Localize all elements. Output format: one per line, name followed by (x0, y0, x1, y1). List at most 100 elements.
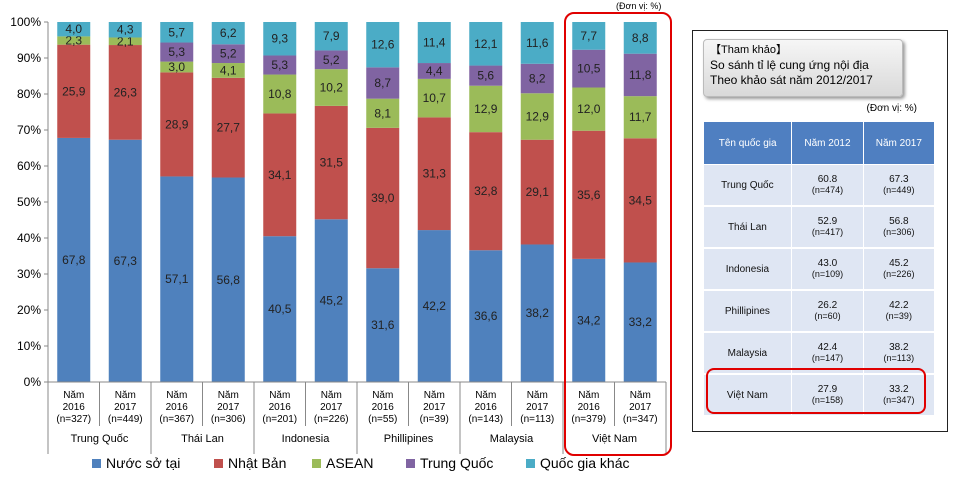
data-label: 42,2 (423, 299, 447, 313)
bar-segment (160, 61, 194, 73)
bar-segment (57, 137, 91, 382)
value-text: 42.4 (817, 342, 838, 353)
value-text: 27.9 (817, 384, 838, 395)
data-label: 31,3 (423, 167, 447, 181)
x-category-label: 2016 (578, 402, 601, 413)
legend-swatch (92, 459, 101, 468)
x-category-label: (n=55) (368, 414, 397, 425)
data-label: 6,2 (220, 26, 237, 40)
value-cell: 45.2 (n=226) (863, 248, 936, 291)
y-tick-label: 60% (17, 159, 41, 173)
sample-size-text: (n=449) (883, 185, 915, 195)
x-category-label: Năm (321, 390, 342, 401)
value-text: 26.2 (817, 300, 838, 311)
data-label: 5,2 (323, 53, 340, 67)
bar-segment (366, 127, 400, 269)
bar-segment (211, 63, 245, 78)
data-label: 31,6 (371, 318, 395, 332)
reference-title-line1: So sánh tỉ lệ cung ứng nội địa (710, 58, 869, 72)
bar-segment (57, 44, 91, 138)
data-label: 26,3 (114, 85, 138, 99)
data-label: 12,6 (371, 38, 395, 52)
data-label: 11,8 (629, 68, 652, 82)
legend-label: Nước sở tại (106, 455, 180, 471)
group-label: Thái Lan (181, 433, 224, 445)
x-category-label: 2016 (269, 402, 292, 413)
bar-segment (57, 36, 91, 45)
y-tick-label: 70% (17, 123, 41, 137)
data-label: 5,6 (477, 69, 494, 83)
bar-segment (623, 96, 657, 139)
chart-unit-note: (Đơn vị: %) (616, 1, 662, 11)
data-label: 2,3 (65, 34, 82, 48)
legend-swatch (312, 459, 321, 468)
bar-segment (160, 22, 194, 43)
y-tick-label: 10% (17, 339, 41, 353)
x-category-label: (n=327) (56, 414, 91, 425)
x-category-label: (n=306) (211, 414, 246, 425)
header-2017: Năm 2017 (862, 121, 936, 165)
data-label: 5,7 (168, 25, 185, 39)
sample-size-text: (n=474) (811, 185, 844, 195)
bar-segment (160, 176, 194, 382)
bar-segment (520, 244, 554, 382)
bar-segment (623, 138, 657, 263)
reference-panel: 【Tham khảo】 So sánh tỉ lệ cung ứng nội đ… (692, 30, 948, 432)
bar-segment (366, 268, 400, 382)
country-cell: Indonesia (703, 248, 793, 291)
bar-segment (314, 50, 348, 70)
x-category-label: (n=379) (571, 414, 606, 425)
bar-segment (263, 236, 297, 382)
bar-segment (314, 105, 348, 220)
value-text: 38.2 (889, 342, 909, 353)
x-category-label: 2017 (526, 402, 549, 413)
data-label: 2,1 (117, 34, 134, 48)
y-tick-label: 30% (17, 267, 41, 281)
x-category-label: 2017 (423, 402, 446, 413)
x-category-label: 2016 (475, 402, 498, 413)
data-label: 35,6 (577, 188, 601, 202)
bar-segment (366, 67, 400, 99)
x-category-label: Năm (527, 390, 548, 401)
data-label: 3,0 (168, 60, 185, 74)
x-category-label: (n=449) (108, 414, 143, 425)
country-cell: Việt Nam (703, 374, 793, 417)
reference-title-line2: Theo khảo sát năm 2012/2017 (710, 73, 873, 87)
data-label: 67,8 (62, 253, 86, 267)
vietnam-row-highlight (706, 368, 926, 414)
x-category-label: 2016 (63, 402, 86, 413)
data-label: 38,2 (526, 306, 550, 320)
bar-segment (572, 22, 606, 50)
value-cell: 42.2 (n=39) (863, 290, 936, 333)
bar-segment (469, 65, 503, 86)
data-label: 7,7 (580, 29, 597, 43)
y-tick-label: 80% (17, 87, 41, 101)
data-label: 8,8 (632, 31, 649, 45)
sample-size-text: (n=147) (811, 353, 844, 363)
sample-size-text: (n=417) (811, 227, 844, 237)
data-label: 12,9 (526, 110, 550, 124)
data-label: 40,5 (268, 302, 292, 316)
value-text: 52.9 (817, 216, 838, 227)
x-category-label: 2017 (320, 402, 343, 413)
data-label: 8,2 (529, 72, 546, 86)
bar-segment (314, 69, 348, 106)
header-country: Tên quốc gia (702, 121, 793, 165)
bar-segment (314, 219, 348, 382)
bar-segment (263, 113, 297, 237)
bar-segment (417, 22, 451, 64)
bar-segment (108, 139, 142, 382)
bar-segment (572, 87, 606, 131)
reference-unit: (Đơn vị: %) (866, 103, 917, 114)
x-category-label: 2016 (166, 402, 189, 413)
data-label: 5,3 (271, 58, 288, 72)
legend-label: Trung Quốc (420, 455, 493, 471)
group-label: Việt Nam (592, 433, 637, 445)
value-cell: 27.9 (n=158) (791, 374, 864, 417)
value-cell: 38.2 (n=113) (863, 332, 936, 375)
group-label: Phillipines (384, 433, 434, 445)
x-category-label: 2017 (629, 402, 652, 413)
value-text: 45.2 (889, 258, 909, 269)
x-category-label: (n=143) (468, 414, 503, 425)
